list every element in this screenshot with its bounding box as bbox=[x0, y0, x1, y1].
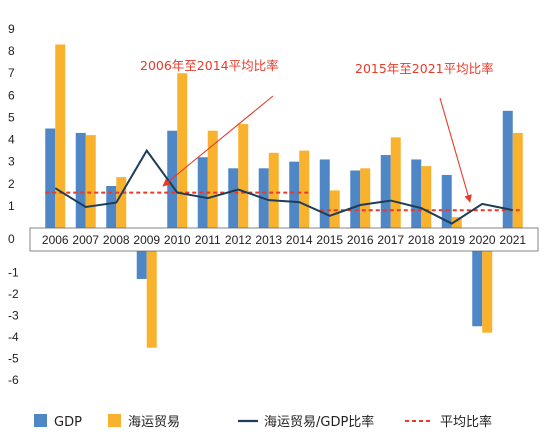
y-tick-4: 4 bbox=[8, 133, 15, 147]
bar-seaborne-trade-2016 bbox=[360, 168, 371, 228]
ratio-line bbox=[54, 148, 513, 225]
bar-seaborne-trade-2017 bbox=[390, 137, 401, 228]
x-tick-2008: 2008 bbox=[103, 233, 130, 247]
annotation-2006-2014: 2006年至2014平均比率 bbox=[140, 58, 279, 73]
zero-band bbox=[29, 227, 539, 252]
y-tick-labels: 9 8 7 6 5 4 3 2 1 0 -1 -2 -3 -4 -5 -6 bbox=[8, 22, 19, 387]
y-tick-6: 6 bbox=[8, 88, 15, 102]
bar-seaborne-trade-2014 bbox=[299, 150, 310, 228]
bar-gdp-2018 bbox=[411, 159, 422, 228]
x-tick-2020: 2020 bbox=[469, 233, 496, 247]
annotation-arrow-1 bbox=[162, 95, 274, 187]
x-tick-2007: 2007 bbox=[72, 233, 99, 247]
x-tick-2011: 2011 bbox=[195, 233, 221, 247]
bar-gdp-2016 bbox=[350, 170, 361, 228]
bar-gdp-2010 bbox=[167, 130, 178, 228]
bar-gdp-2009 bbox=[136, 251, 147, 279]
bar-seaborne-trade-2006 bbox=[55, 44, 66, 228]
bar-gdp-2008 bbox=[106, 185, 117, 228]
legend-label-gdp: GDP bbox=[54, 415, 82, 430]
bar-gdp-2007 bbox=[75, 132, 86, 228]
x-tick-2012: 2012 bbox=[225, 233, 252, 247]
ratio-line-layer bbox=[54, 148, 513, 225]
bar-seaborne-trade-2008 bbox=[116, 177, 127, 228]
bar-seaborne-trade-2011 bbox=[207, 130, 218, 228]
bar-gdp-2015 bbox=[319, 159, 330, 228]
x-tick-2017: 2017 bbox=[377, 233, 404, 247]
bar-gdp-2021 bbox=[502, 110, 513, 228]
bar-gdp-2014 bbox=[289, 161, 300, 228]
bar-gdp-2017 bbox=[380, 155, 391, 228]
y-tick-8: 8 bbox=[8, 44, 15, 58]
y-tick-7: 7 bbox=[8, 66, 15, 80]
legend-swatch-seaborne-trade bbox=[108, 414, 121, 427]
bar-seaborne-trade-2021 bbox=[512, 132, 523, 228]
x-tick-2015: 2015 bbox=[316, 233, 343, 247]
x-tick-2013: 2013 bbox=[255, 233, 282, 247]
y-tick--6: -6 bbox=[8, 373, 19, 387]
bar-seaborne-trade-2010 bbox=[177, 73, 188, 228]
bar-seaborne-trade-2019 bbox=[451, 216, 462, 228]
x-tick-2019: 2019 bbox=[438, 233, 465, 247]
x-tick-labels: 2006 2007 2008 2009 2010 2011 2012 2013 2014 2015… bbox=[42, 233, 527, 247]
x-tick-2021: 2021 bbox=[499, 233, 526, 247]
y-tick--4: -4 bbox=[8, 330, 19, 344]
bar-seaborne-trade-2020 bbox=[482, 251, 493, 333]
y-tick-9: 9 bbox=[8, 22, 15, 36]
x-tick-2016: 2016 bbox=[347, 233, 374, 247]
y-tick-2: 2 bbox=[8, 177, 15, 191]
legend-swatch-gdp bbox=[34, 414, 47, 427]
bar-seaborne-trade-2018 bbox=[421, 166, 432, 228]
y-tick-3: 3 bbox=[8, 155, 15, 169]
x-tick-2009: 2009 bbox=[133, 233, 160, 247]
bar-gdp-2020 bbox=[472, 251, 483, 327]
annotation-2015-2021: 2015年至2021平均比率 bbox=[355, 61, 494, 76]
y-tick--3: -3 bbox=[8, 309, 19, 323]
bars-layer bbox=[45, 44, 523, 348]
bar-gdp-2019 bbox=[441, 174, 452, 228]
y-tick-5: 5 bbox=[8, 110, 15, 124]
legend-label-average: 平均比率 bbox=[440, 414, 492, 430]
y-tick-1: 1 bbox=[8, 199, 15, 213]
x-tick-2010: 2010 bbox=[164, 233, 191, 247]
average-ratio-lines bbox=[45, 191, 523, 212]
bar-seaborne-trade-2013 bbox=[268, 152, 279, 228]
y-tick--1: -1 bbox=[8, 266, 19, 280]
x-tick-2018: 2018 bbox=[408, 233, 435, 247]
bar-seaborne-trade-2009 bbox=[146, 251, 157, 348]
y-tick--5: -5 bbox=[8, 352, 19, 366]
legend-label-ratio: 海运贸易/GDP比率 bbox=[264, 414, 374, 430]
x-tick-2014: 2014 bbox=[286, 233, 313, 247]
bar-seaborne-trade-2015 bbox=[329, 190, 340, 228]
legend: GDP 海运贸易 海运贸易/GDP比率 平均比率 bbox=[34, 414, 492, 430]
y-tick-0: 0 bbox=[8, 232, 15, 246]
bar-seaborne-trade-2012 bbox=[238, 124, 249, 228]
annotation-arrow-2 bbox=[439, 97, 472, 203]
bar-gdp-2012 bbox=[228, 168, 239, 228]
y-tick--2: -2 bbox=[8, 287, 19, 301]
bar-gdp-2006 bbox=[45, 128, 56, 228]
x-tick-2006: 2006 bbox=[42, 233, 69, 247]
legend-label-seaborne-trade: 海运贸易 bbox=[128, 415, 180, 430]
bar-seaborne-trade-2007 bbox=[85, 135, 96, 228]
